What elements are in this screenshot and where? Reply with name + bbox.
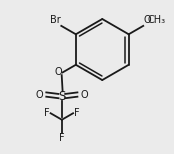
Text: O: O <box>144 15 152 25</box>
Text: O: O <box>81 89 89 99</box>
Text: F: F <box>44 108 50 118</box>
Text: S: S <box>58 90 66 103</box>
Text: O: O <box>54 67 62 77</box>
Text: O: O <box>35 89 43 99</box>
Text: Br: Br <box>50 15 61 25</box>
Text: CH₃: CH₃ <box>147 15 165 25</box>
Text: F: F <box>59 134 65 144</box>
Text: F: F <box>74 108 80 118</box>
